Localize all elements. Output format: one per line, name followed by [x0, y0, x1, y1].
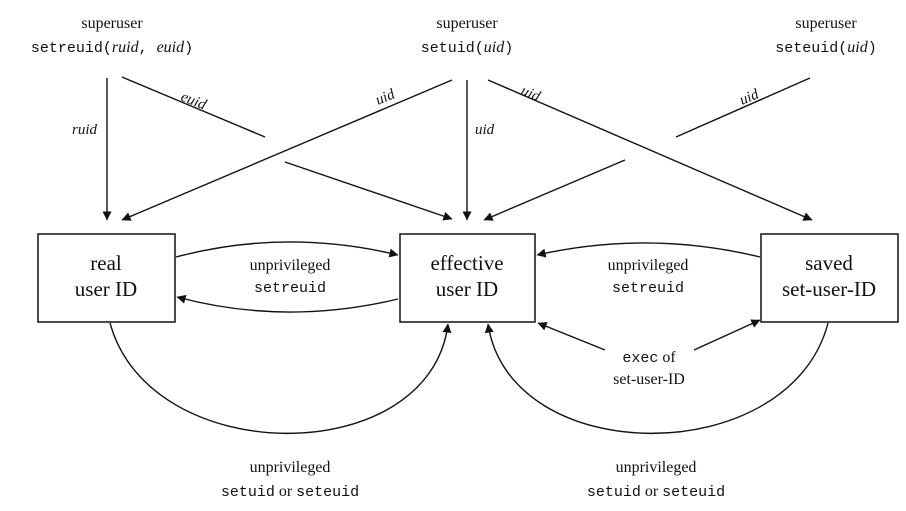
real-to-effective-arc-arrow: [109, 322, 452, 434]
effective-box-line2: user ID: [436, 277, 498, 301]
right-setreuid-label-line1: unprivileged: [608, 257, 689, 274]
uid-to-real-label: uid: [373, 86, 397, 108]
saved-to-effective-arc-arrow: [484, 322, 829, 434]
superuser-label-right: superuser: [795, 15, 857, 32]
seteuid-arrow: [483, 159, 626, 221]
left-setreuid-label-line2: setreuid: [254, 280, 326, 297]
saved-to-effective-setreuid-arrow: [536, 242, 761, 258]
bottom-right-label-line2: setuid or seteuid: [587, 483, 725, 501]
uid-arg: uid: [484, 39, 505, 56]
ruid-arg: ruid: [112, 39, 140, 56]
euid-arg: euid: [157, 39, 186, 56]
bottom-left-label-line2: setuid or seteuid: [221, 483, 359, 501]
setreuid-call-label: setreuid(ruid, euid): [31, 39, 193, 57]
setuid-to-saved-arrow: [487, 79, 813, 221]
real-to-effective-setreuid-arrow: [175, 241, 399, 258]
bottom-left-label-line1: unprivileged: [250, 459, 331, 476]
exec-to-saved-arrow: [693, 319, 761, 351]
left-setreuid-label-line1: unprivileged: [250, 257, 331, 274]
effective-box-line1: effective: [430, 251, 503, 275]
uid-to-effective-label: uid: [475, 122, 495, 138]
real-box-line1: real: [90, 251, 122, 275]
seteuid-name: seteuid: [775, 40, 838, 57]
superuser-label-middle: superuser: [436, 15, 498, 32]
setuid-call-label: setuid(uid): [421, 39, 514, 57]
setuid-to-real-arrow: [121, 79, 453, 221]
right-setreuid-label-line2: setreuid: [612, 280, 684, 297]
euid-arrow-label: euid: [179, 89, 209, 114]
ruid-arrow-label: ruid: [72, 122, 98, 138]
real-user-id-box: real user ID: [37, 233, 176, 323]
bottom-right-label-line1: unprivileged: [616, 459, 697, 476]
seteuid-call-label: seteuid(uid): [775, 39, 877, 57]
exec-label-line1: exec of: [622, 349, 676, 367]
effective-to-real-setreuid-arrow: [176, 294, 399, 313]
saved-box-line2: set-user-ID: [782, 277, 876, 301]
uid-seteuid-label: uid: [737, 86, 761, 108]
setuid-name: setuid: [421, 40, 475, 57]
seteuid-line-segment: [675, 77, 811, 138]
real-box-line2: user ID: [75, 277, 137, 301]
exec-label-line2: set-user-ID: [613, 371, 685, 388]
effective-user-id-box: effective user ID: [399, 233, 536, 323]
uid-arg: uid: [847, 39, 868, 56]
euid-line-segment: [121, 76, 266, 138]
exec-to-effective-arrow: [537, 322, 606, 351]
superuser-label-left: superuser: [81, 15, 143, 32]
exec-call: exec: [622, 350, 658, 367]
setreuid-name: setreuid: [31, 40, 103, 57]
saved-box-line1: saved: [805, 251, 853, 275]
uid-to-saved-label: uid: [518, 83, 542, 105]
saved-set-user-id-box: saved set-user-ID: [760, 233, 899, 323]
euid-arrow: [284, 161, 453, 221]
